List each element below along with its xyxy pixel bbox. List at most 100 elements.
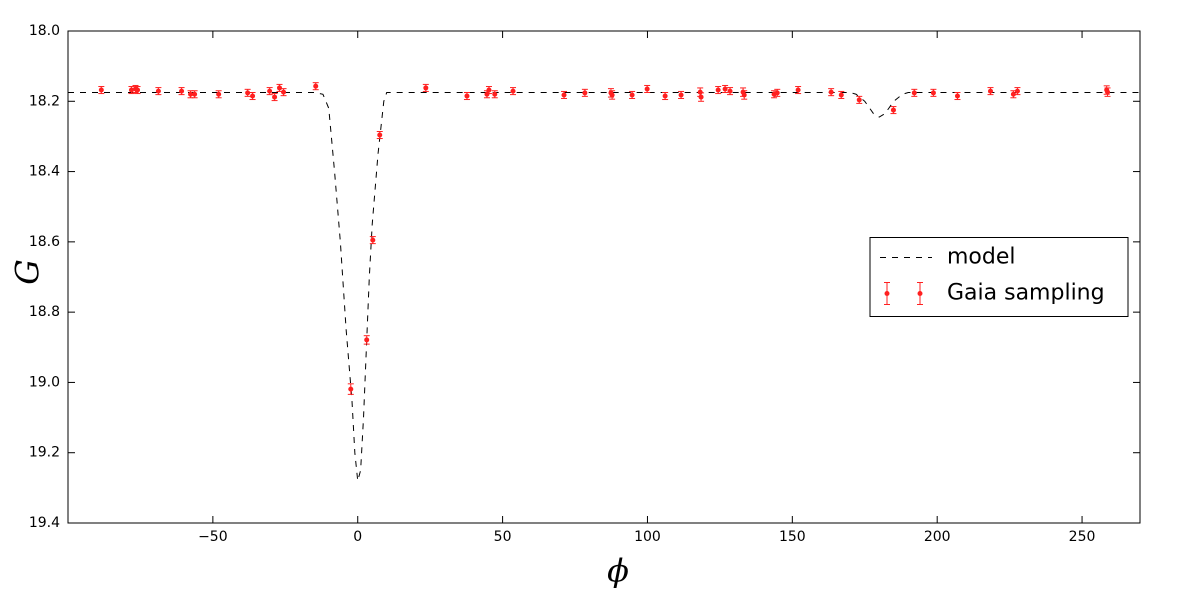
marker — [727, 88, 733, 94]
marker — [188, 91, 194, 97]
data-point — [561, 90, 568, 99]
y-tick-label: 19.2 — [29, 445, 60, 461]
data-point — [485, 86, 492, 95]
marker — [890, 107, 896, 113]
marker — [662, 93, 668, 99]
marker — [216, 91, 222, 97]
data-point — [271, 93, 278, 102]
marker — [179, 88, 185, 94]
marker — [135, 87, 141, 93]
data-point — [376, 131, 383, 140]
legend-label: model — [947, 245, 1016, 270]
marker — [377, 132, 383, 138]
marker — [423, 85, 429, 91]
data-point — [1014, 87, 1021, 96]
data-point — [463, 92, 470, 101]
data-point — [98, 86, 105, 95]
data-point — [510, 87, 517, 96]
marker — [828, 89, 834, 95]
marker — [348, 386, 354, 392]
marker — [741, 92, 747, 98]
marker — [678, 92, 684, 98]
y-tick-label: 18.0 — [29, 23, 60, 39]
marker — [856, 97, 862, 103]
data-point — [276, 83, 283, 92]
marker — [510, 88, 516, 94]
marker — [795, 87, 801, 93]
marker — [272, 94, 278, 100]
legend-swatch — [917, 291, 923, 296]
marker — [1105, 89, 1111, 95]
marker — [698, 94, 704, 100]
data-point — [369, 236, 376, 245]
marker — [281, 89, 287, 95]
x-tick-label: 200 — [924, 529, 951, 545]
data-point — [644, 84, 651, 93]
legend-swatch — [884, 291, 890, 296]
y-tick-label: 19.4 — [29, 515, 60, 531]
y-tick-label: 18.6 — [29, 234, 60, 250]
data-point — [363, 335, 370, 345]
marker — [609, 92, 615, 98]
data-point — [930, 88, 937, 97]
plot-area — [68, 82, 1140, 481]
marker — [644, 86, 650, 92]
marker — [954, 93, 960, 99]
marker — [277, 85, 283, 91]
data-point — [1104, 87, 1111, 97]
marker — [561, 92, 567, 98]
data-point — [244, 88, 251, 97]
data-point — [722, 84, 729, 93]
data-point — [215, 90, 222, 99]
x-tick-label: 100 — [634, 529, 661, 545]
data-point — [155, 87, 162, 96]
data-point — [134, 86, 141, 95]
marker — [582, 90, 588, 96]
legend-label: Gaia sampling — [947, 281, 1105, 306]
x-tick-label: 0 — [353, 529, 362, 545]
data-point — [698, 92, 705, 102]
marker — [464, 93, 470, 99]
marker — [486, 87, 492, 93]
marker — [774, 90, 780, 96]
data-point — [629, 90, 636, 99]
marker — [364, 337, 370, 343]
x-tick-label: 50 — [494, 529, 512, 545]
x-tick-label: 150 — [779, 529, 806, 545]
data-point — [662, 92, 669, 101]
data-point — [795, 86, 802, 95]
marker — [370, 237, 376, 243]
marker — [911, 90, 917, 96]
marker — [838, 92, 844, 98]
data-point — [280, 88, 287, 97]
marker — [267, 88, 273, 94]
marker — [629, 92, 635, 98]
marker — [250, 93, 256, 99]
marker — [1010, 91, 1016, 97]
legend-box — [869, 237, 1129, 317]
data-point — [678, 90, 685, 99]
y-axis-label: G — [9, 259, 47, 285]
data-point — [191, 90, 198, 99]
marker — [155, 88, 161, 94]
marker — [484, 91, 490, 97]
data-point — [828, 88, 835, 97]
data-point — [911, 88, 918, 97]
y-tick-label: 18.8 — [29, 304, 60, 320]
marker — [930, 90, 936, 96]
data-point — [987, 87, 994, 96]
marker — [987, 88, 993, 94]
data-point — [581, 88, 588, 97]
x-tick-label: 250 — [1069, 529, 1096, 545]
marker — [128, 87, 134, 93]
data-point — [422, 83, 429, 92]
x-axis-label: ϕ — [607, 552, 629, 590]
data-point — [128, 86, 135, 95]
data-point — [266, 87, 273, 96]
data-point — [491, 90, 498, 99]
marker — [715, 87, 721, 93]
data-point — [727, 87, 734, 96]
y-tick-label: 19.0 — [29, 374, 60, 390]
